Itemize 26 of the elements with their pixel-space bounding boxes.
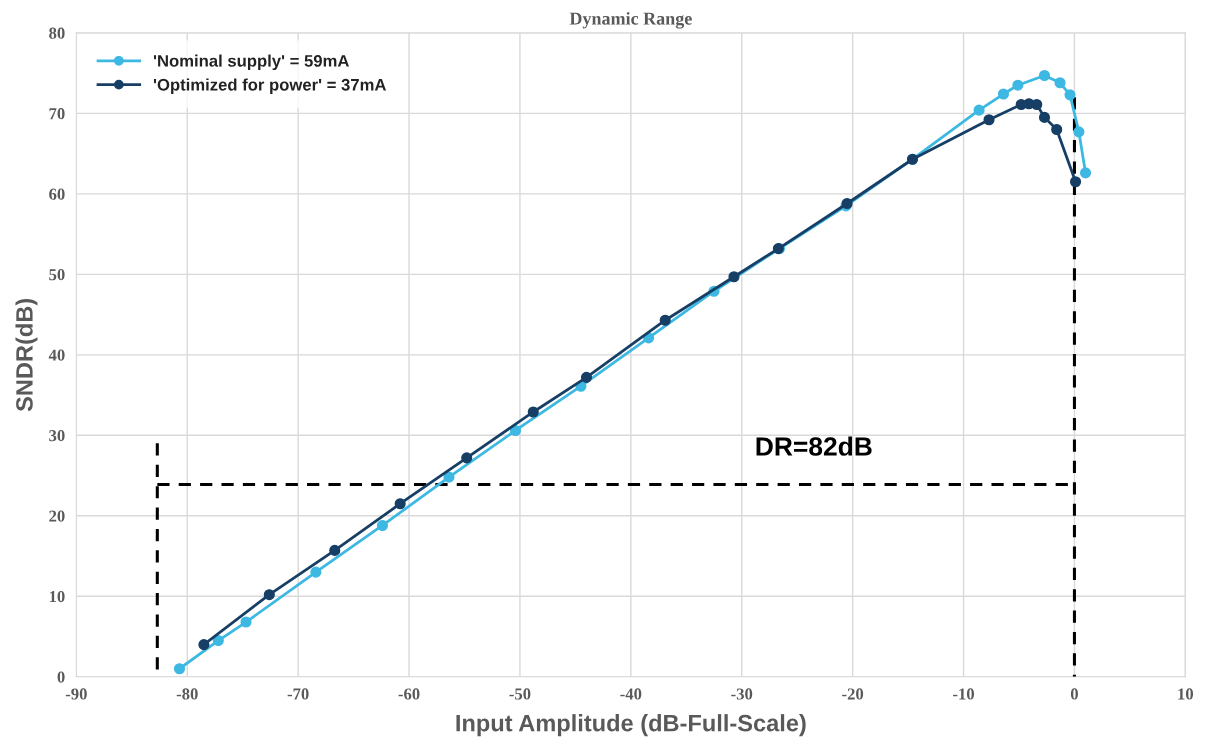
x-tick-label: -10 — [953, 688, 975, 700]
y-tick-label: 70 — [49, 108, 65, 120]
x-tick-label: -70 — [287, 688, 309, 700]
x-tick-label: 10 — [1178, 688, 1194, 700]
x-tick-label: -60 — [398, 688, 420, 700]
y-tick-label: 50 — [49, 269, 65, 281]
x-tick-label: -90 — [65, 688, 87, 700]
x-tick-label: -30 — [731, 688, 753, 700]
y-tick-label: 40 — [48, 349, 65, 361]
x-tick-label: 0 — [1070, 688, 1078, 700]
y-tick-label: 80 — [49, 27, 65, 39]
y-tick-label: 30 — [49, 430, 65, 442]
x-tick-label: -20 — [842, 688, 864, 700]
legend-label: 'Optimized for power' = 37mA — [153, 78, 387, 94]
y-tick-label: 10 — [49, 590, 65, 603]
x-tick-label: -80 — [176, 688, 198, 700]
y-tick-label: 20 — [49, 510, 65, 522]
x-tick-label: -50 — [509, 688, 531, 700]
legend-label: 'Nominal supply' = 59mA — [153, 54, 349, 71]
annotation: DR=82dB — [756, 436, 872, 456]
x-tick-label: -40 — [620, 688, 642, 700]
y-tick-label: 0 — [57, 671, 65, 683]
chart-title: Dynamic Range — [569, 12, 692, 29]
y-axis-title: SNDR(dB) — [15, 298, 38, 412]
x-axis-title: Input Amplitude (dB-Full-Scale) — [456, 714, 806, 737]
y-tick-label: 60 — [49, 188, 65, 200]
